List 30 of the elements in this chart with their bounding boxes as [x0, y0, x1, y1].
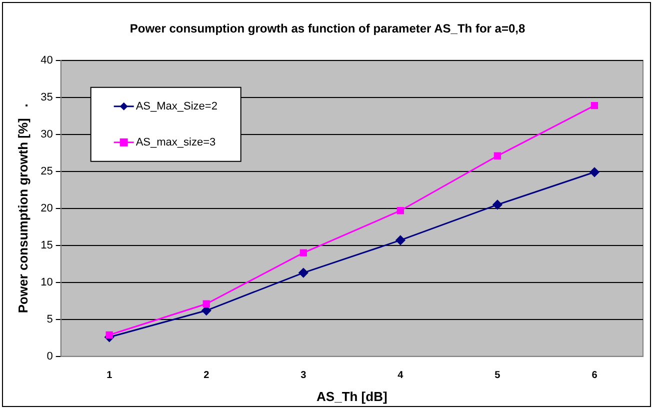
point: [492, 200, 502, 210]
point: [298, 268, 308, 278]
y-tick-label: 30: [40, 128, 53, 140]
point: [396, 235, 406, 245]
y-tick-label: 20: [40, 202, 53, 214]
y-tick-label: 0: [46, 350, 53, 362]
x-tick-label: 2: [204, 370, 210, 382]
x-tick-label: 3: [300, 370, 307, 382]
x-tick-label: 5: [494, 370, 501, 382]
y-axis-title: Power consumption growth [%] .: [15, 104, 30, 314]
x-tick-label: 6: [592, 370, 598, 382]
point: [494, 152, 502, 160]
x-tick-label: 4: [398, 370, 404, 382]
y-tick-label: 35: [40, 91, 53, 104]
y-tick-label: 40: [40, 54, 53, 66]
chart-title: Power consumption growth as function of parameter AS_Th for a=0,8: [130, 22, 526, 36]
point: [300, 249, 307, 256]
point: [202, 300, 210, 308]
y-tick-label: 5: [46, 313, 53, 326]
point: [396, 207, 404, 214]
y-tick-label: 25: [40, 165, 53, 178]
x-axis-title: AS_Th [dB]: [316, 388, 388, 404]
point: [590, 167, 600, 177]
point: [106, 331, 113, 339]
x-tick-label: 1: [106, 370, 113, 382]
legend-label: AS_Max_Size=2: [136, 100, 218, 112]
y-tick-label: 10: [40, 276, 53, 288]
y-tick-label: 15: [40, 239, 53, 252]
point: [590, 102, 598, 110]
legend-label: AS_max_size=3: [136, 136, 216, 148]
